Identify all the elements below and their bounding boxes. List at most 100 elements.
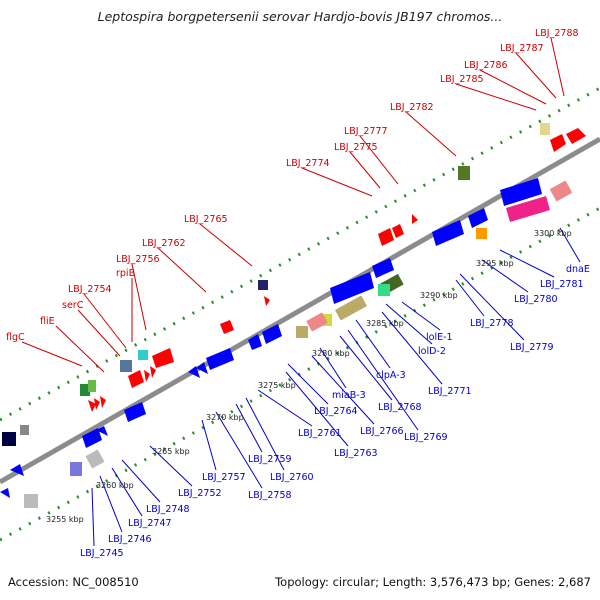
leader-line-lbj-2782: [405, 111, 457, 157]
gene-label-lbj-2746[interactable]: LBJ_2746: [108, 534, 152, 545]
gene-label-lbj-2769[interactable]: LBJ_2769: [404, 432, 448, 443]
gene-arrow-forward[interactable]: [392, 224, 404, 238]
gene-block[interactable]: [88, 380, 96, 392]
gene-label-lold-2[interactable]: lolD-2: [418, 346, 446, 357]
gene-label-lbj-2756[interactable]: LBJ_2756: [116, 254, 160, 265]
gene-arrow-reverse[interactable]: [188, 366, 200, 378]
gene-label-miab-3[interactable]: miaB-3: [332, 390, 366, 401]
accession-text: Accession: NC_008510: [8, 575, 139, 589]
gene-label-lbj-2759[interactable]: LBJ_2759: [248, 454, 292, 465]
gene-block[interactable]: [120, 360, 132, 372]
gene-arrow-reverse[interactable]: [82, 428, 102, 448]
gene-label-lbj-2787[interactable]: LBJ_2787: [500, 43, 544, 54]
leader-line-lbj-2746: [99, 475, 123, 533]
gene-label-flie[interactable]: fliE: [40, 316, 55, 327]
gene-arrow-reverse[interactable]: [96, 426, 108, 436]
gene-arrow-forward[interactable]: [378, 228, 394, 246]
gene-arrow-forward[interactable]: [88, 400, 96, 412]
gene-arrow-reverse[interactable]: [124, 402, 146, 422]
gene-label-lbj-2781[interactable]: LBJ_2781: [540, 279, 584, 290]
leader-line-clpa-3: [355, 319, 391, 369]
gene-block[interactable]: [258, 280, 268, 290]
gene-label-lbj-2764[interactable]: LBJ_2764: [314, 406, 358, 417]
gene-label-lbj-2748[interactable]: LBJ_2748: [146, 504, 190, 515]
gene-label-lbj-2752[interactable]: LBJ_2752: [178, 488, 222, 499]
gene-block[interactable]: [296, 326, 308, 338]
gene-block[interactable]: [2, 432, 16, 446]
leader-line-lbj-2745: [91, 487, 95, 547]
gene-label-lbj-2782[interactable]: LBJ_2782: [390, 102, 434, 113]
gene-label-lbj-2780[interactable]: LBJ_2780: [514, 294, 558, 305]
gene-arrow-reverse[interactable]: [206, 348, 234, 370]
gene-label-lbj-2779[interactable]: LBJ_2779: [510, 342, 554, 353]
bottom-tick-track: [0, 206, 600, 542]
gene-arrow-forward[interactable]: [152, 348, 174, 368]
gene-label-rpib[interactable]: rpiB: [116, 268, 135, 279]
gene-label-lbj-2786[interactable]: LBJ_2786: [464, 60, 508, 71]
gene-arrow-forward[interactable]: [100, 396, 106, 408]
gene-label-lbj-2766[interactable]: LBJ_2766: [360, 426, 404, 437]
gene-label-lbj-2760[interactable]: LBJ_2760: [270, 472, 314, 483]
gene-block[interactable]: [85, 449, 105, 469]
gene-label-lbj-2763[interactable]: LBJ_2763: [334, 448, 378, 459]
gene-block[interactable]: [549, 180, 573, 202]
gene-block[interactable]: [476, 228, 487, 239]
gene-block[interactable]: [138, 350, 148, 360]
gene-block[interactable]: [306, 312, 328, 332]
gene-label-dnae[interactable]: dnaE: [566, 264, 590, 275]
gene-label-lbj-2754[interactable]: LBJ_2754: [68, 284, 112, 295]
gene-arrow-reverse[interactable]: [468, 208, 488, 228]
gene-label-lole-1[interactable]: lolE-1: [426, 332, 453, 343]
gene-label-flgc[interactable]: flgC: [6, 332, 25, 343]
gene-arrow-forward[interactable]: [220, 320, 234, 334]
gene-arrow-forward[interactable]: [144, 370, 150, 382]
gene-arrow-forward[interactable]: [128, 370, 144, 388]
gene-block[interactable]: [540, 123, 550, 135]
gene-arrow-reverse[interactable]: [432, 220, 464, 246]
gene-arrow-reverse[interactable]: [500, 178, 542, 206]
leader-line-lbj-2748: [121, 459, 161, 503]
gene-block[interactable]: [20, 425, 29, 435]
gene-arrow-reverse[interactable]: [248, 334, 262, 350]
gene-arrow-reverse[interactable]: [372, 258, 394, 278]
gene-arrow-forward[interactable]: [566, 128, 586, 144]
gene-arrow-reverse[interactable]: [0, 488, 10, 498]
gene-label-lbj-2774[interactable]: LBJ_2774: [286, 158, 330, 169]
gene-block[interactable]: [458, 166, 470, 180]
gene-arrow-reverse[interactable]: [196, 362, 208, 374]
gene-block[interactable]: [80, 384, 90, 396]
gene-label-lbj-2745[interactable]: LBJ_2745: [80, 548, 124, 559]
gene-arrow-reverse[interactable]: [10, 464, 24, 476]
gene-label-lbj-2788[interactable]: LBJ_2788: [535, 28, 579, 39]
gene-label-lbj-2777[interactable]: LBJ_2777: [344, 126, 388, 137]
gene-block[interactable]: [322, 314, 332, 326]
gene-block[interactable]: [334, 295, 368, 321]
gene-label-lbj-2771[interactable]: LBJ_2771: [428, 386, 472, 397]
gene-label-lbj-2768[interactable]: LBJ_2768: [378, 402, 422, 413]
gene-label-serc[interactable]: serC: [62, 300, 84, 311]
gene-arrow-reverse[interactable]: [262, 324, 282, 344]
gene-arrow-forward[interactable]: [550, 134, 566, 152]
scale-label: 3285 kbp: [366, 319, 404, 328]
leader-line-lbj-2775: [349, 151, 381, 189]
leader-line-lbj-2778: [455, 279, 485, 317]
gene-label-lbj-2765[interactable]: LBJ_2765: [184, 214, 228, 225]
gene-label-lbj-2775[interactable]: LBJ_2775: [334, 142, 378, 153]
gene-block[interactable]: [24, 494, 38, 508]
gene-arrow-forward[interactable]: [264, 296, 270, 306]
gene-label-lbj-2761[interactable]: LBJ_2761: [298, 428, 342, 439]
gene-arrow-forward[interactable]: [94, 398, 100, 410]
gene-label-lbj-2747[interactable]: LBJ_2747: [128, 518, 172, 529]
gene-label-lbj-2762[interactable]: LBJ_2762: [142, 238, 186, 249]
gene-arrow-reverse[interactable]: [330, 272, 374, 304]
gene-arrow-forward[interactable]: [412, 214, 418, 224]
gene-arrow-reverse[interactable]: [506, 196, 550, 222]
gene-label-lbj-2758[interactable]: LBJ_2758: [248, 490, 292, 501]
gene-label-lbj-2757[interactable]: LBJ_2757: [202, 472, 246, 483]
gene-label-lbj-2778[interactable]: LBJ_2778: [470, 318, 514, 329]
gene-arrow-forward[interactable]: [150, 366, 156, 378]
gene-block[interactable]: [378, 284, 390, 296]
gene-label-lbj-2785[interactable]: LBJ_2785: [440, 74, 484, 85]
gene-label-clpa-3[interactable]: clpA-3: [376, 370, 406, 381]
gene-block[interactable]: [70, 462, 82, 476]
